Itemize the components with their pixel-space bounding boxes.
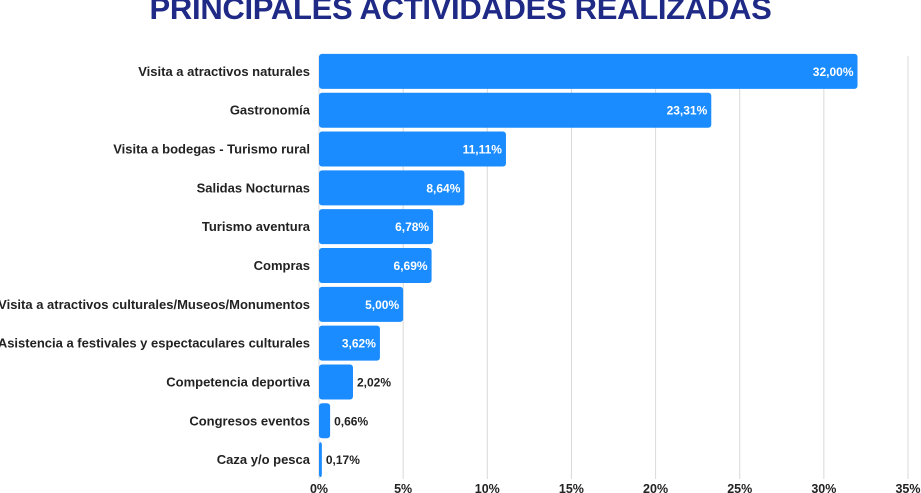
bar	[319, 170, 465, 206]
x-tick-label: 35%	[895, 482, 920, 493]
chart-title: PRINCIPALES ACTIVIDADES REALIZADAS	[149, 0, 772, 26]
category-label: Visita a atractivos naturales	[138, 64, 310, 79]
data-label: 32,00%	[813, 65, 854, 79]
category-label: Salidas Nocturnas	[197, 180, 310, 195]
bar	[319, 53, 858, 89]
x-tick-label: 25%	[727, 482, 752, 493]
bar	[319, 92, 712, 128]
bar	[319, 248, 432, 283]
bar	[319, 403, 331, 439]
data-label: 2,02%	[357, 375, 391, 389]
category-label: Competencia deportiva	[166, 374, 311, 389]
data-label: 8,64%	[426, 181, 460, 195]
data-label: 23,31%	[667, 104, 708, 118]
category-label: Congresos eventos	[189, 413, 310, 428]
category-label: Asistencia a festivales y espectaculares…	[0, 336, 310, 351]
bar	[319, 131, 506, 167]
data-label: 6,69%	[394, 259, 428, 273]
data-label: 0,17%	[326, 453, 360, 467]
x-tick-label: 10%	[475, 482, 500, 493]
bar	[319, 364, 353, 400]
category-label: Gastronomía	[230, 103, 311, 118]
bar	[319, 209, 434, 245]
category-label: Caza y/o pesca	[217, 452, 311, 467]
data-label: 6,78%	[395, 220, 429, 234]
x-tick-label: 5%	[394, 482, 412, 493]
category-label: Compras	[254, 258, 310, 273]
x-tick-label: 15%	[559, 482, 584, 493]
x-tick-label: 20%	[643, 482, 668, 493]
bar	[319, 442, 322, 478]
x-tick-label: 0%	[310, 482, 328, 493]
bar	[319, 286, 404, 322]
data-label: 5,00%	[365, 298, 399, 312]
category-label: Visita a bodegas - Turismo rural	[113, 142, 310, 157]
x-tick-label: 30%	[811, 482, 836, 493]
category-label: Turismo aventura	[202, 219, 311, 234]
category-label: Visita a atractivos culturales/Museos/Mo…	[0, 297, 310, 312]
bar	[319, 325, 380, 361]
data-label: 3,62%	[342, 337, 376, 351]
data-label: 0,66%	[334, 414, 368, 428]
data-label: 11,11%	[463, 143, 503, 157]
